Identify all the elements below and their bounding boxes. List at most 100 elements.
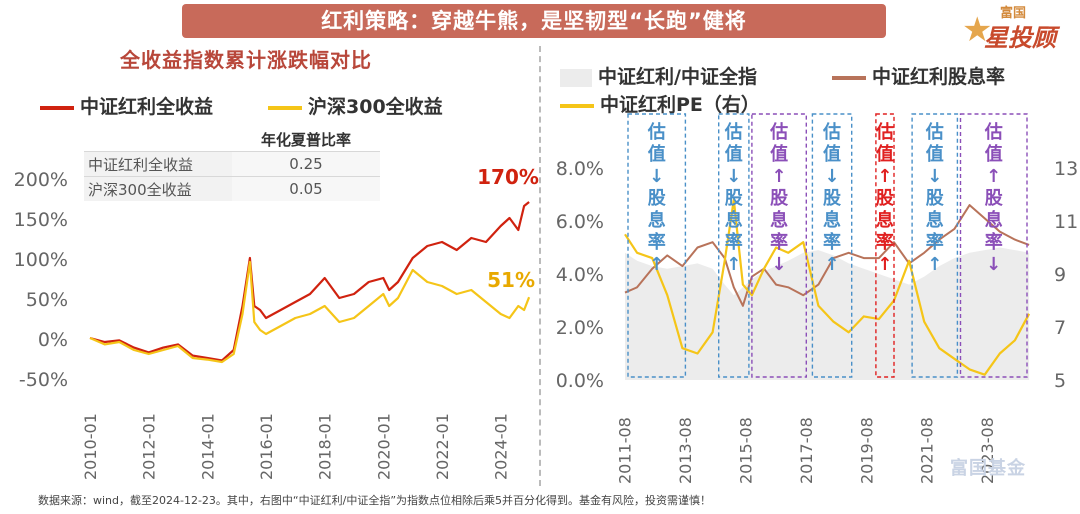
legend-swatch-red	[40, 105, 74, 110]
region-label-char: ↑	[877, 254, 892, 275]
region-box-1	[717, 113, 750, 378]
region-box-6	[959, 113, 1028, 378]
sharpe-table-header: 年化夏普比率	[84, 127, 380, 152]
y-tick-label: -50%	[19, 369, 68, 391]
region-label-char: ↓	[986, 254, 1001, 275]
y-tick-label: 50%	[26, 289, 68, 311]
logo-small-text: 富国	[1000, 6, 1027, 21]
x-tick-label: 2016-01	[257, 413, 276, 480]
region-label-char: 估	[925, 121, 944, 143]
region-label-char: ↑	[986, 166, 1001, 187]
x-tick-label: 2021-08	[918, 417, 937, 484]
region-label-char: 息	[985, 209, 1003, 231]
y-left-tick-label: 8.0%	[556, 158, 604, 180]
region-label-char: 值	[648, 143, 666, 165]
y-right-tick-label: 5	[1054, 370, 1066, 392]
legend-gold-total-return: 沪深300全收益	[268, 92, 443, 119]
x-tick-label: 2024-01	[492, 413, 511, 480]
region-label-char: 率	[725, 231, 743, 253]
legend-swatch-gold	[560, 103, 594, 108]
region-label-char: ↓	[772, 254, 787, 275]
footnote: 数据来源：wind，截至2024-12-23。其中，右图中“中证红利/中证全指”…	[38, 494, 712, 507]
legend-swatch-gold	[268, 105, 302, 110]
y-tick-label: 200%	[14, 169, 68, 191]
page-title: 红利策略：穿越牛熊，是坚韧型“长跑”健将	[321, 9, 747, 33]
region-label-char: ↓	[649, 166, 664, 187]
brand-logo: ★ 富国 星投顾	[958, 0, 1078, 52]
y-right-tick-label: 7	[1054, 317, 1066, 339]
region-label-char: 息	[926, 209, 944, 231]
region-label-char: 率	[770, 231, 788, 253]
region-label-char: ↑	[927, 254, 942, 275]
series-line-0	[89, 201, 530, 362]
region-label-char: 率	[648, 231, 666, 253]
region-label-char: 率	[823, 231, 841, 253]
legend-red-total-return: 中证红利全收益	[40, 92, 213, 119]
region-label-char: 息	[823, 209, 841, 231]
region-label-char: 股	[984, 188, 1004, 209]
region-label-char: 股	[647, 188, 667, 209]
pe-line	[624, 198, 1031, 376]
chart-divider	[539, 46, 541, 486]
region-label-char: 率	[985, 231, 1003, 253]
region-label-char: 息	[770, 209, 788, 231]
region-label-char: 估	[724, 121, 743, 143]
table-header-cell: 年化夏普比率	[260, 130, 351, 149]
right-chart: 估值↓股息率↑估值↓股息率↑估值↑股息率↓估值↓股息率↑估值↑股息率↑估值↓股息…	[556, 113, 1078, 484]
region-label-char: 估	[984, 121, 1003, 143]
region-label-char: 值	[926, 143, 944, 165]
region-label-char: 估	[822, 121, 841, 143]
region-label-char: ↑	[772, 166, 787, 187]
legend-swatch-brown	[832, 75, 866, 80]
y-left-tick-label: 6.0%	[556, 211, 604, 233]
region-label-char: ↓	[726, 166, 741, 187]
table-cell-name: 沪深300全收益	[84, 176, 232, 201]
y-left-tick-label: 0.0%	[556, 370, 604, 392]
x-tick-label: 2011-08	[615, 417, 634, 484]
region-label-char: 率	[876, 231, 894, 253]
region-label-char: 估	[769, 121, 788, 143]
sharpe-table: 年化夏普比率 中证红利全收益 0.25 沪深300全收益 0.05	[84, 127, 380, 201]
left-chart-title: 全收益指数累计涨跌幅对比	[120, 48, 372, 72]
legend-ratio-area: 中证红利/中证全指	[560, 62, 757, 89]
y-left-tick-label: 4.0%	[556, 264, 604, 286]
region-label-char: 值	[985, 143, 1003, 165]
legend-label: 中证红利PE（右）	[600, 94, 760, 116]
region-label-char: 股	[769, 188, 789, 209]
region-label-char: 股	[724, 188, 744, 209]
table-cell-value: 0.25	[232, 151, 380, 177]
y-right-tick-label: 13	[1054, 158, 1078, 180]
region-box-3	[811, 113, 853, 378]
region-label-char: ↓	[927, 166, 942, 187]
region-label-char: 股	[875, 188, 895, 209]
y-left-tick-label: 2.0%	[556, 317, 604, 339]
region-label-char: 估	[647, 121, 666, 143]
x-tick-label: 2020-01	[374, 413, 393, 480]
series-line-1	[89, 260, 531, 364]
region-label-char: 息	[725, 209, 743, 231]
region-label-char: 值	[725, 143, 743, 165]
region-label-char: 估	[875, 121, 894, 143]
annotation-red-value: 170%	[477, 165, 539, 189]
table-cell-name: 中证红利全收益	[84, 151, 232, 177]
legend-dividend-yield: 中证红利股息率	[832, 62, 1005, 89]
region-label-char: 息	[876, 209, 894, 231]
region-label-char: ↑	[824, 254, 839, 275]
legend-label: 中证红利全收益	[80, 96, 214, 118]
table-row: 中证红利全收益 0.25	[84, 151, 380, 177]
region-label-char: 息	[648, 209, 666, 231]
x-tick-label: 2023-08	[978, 417, 997, 484]
y-tick-label: 0%	[38, 329, 68, 351]
table-row: 沪深300全收益 0.05	[84, 176, 380, 201]
region-label-char: 率	[926, 231, 944, 253]
region-label-char: 值	[823, 143, 841, 165]
region-box-0	[627, 113, 687, 378]
legend-swatch-area	[560, 68, 592, 87]
region-label-char: ↑	[877, 166, 892, 187]
region-box-5	[911, 113, 959, 378]
region-label-char: 值	[770, 143, 788, 165]
legend-pe: 中证红利PE（右）	[560, 90, 760, 117]
logo-big-text: 星投顾	[984, 24, 1056, 52]
x-tick-label: 2014-01	[198, 413, 217, 480]
y-right-tick-label: 11	[1054, 211, 1078, 233]
